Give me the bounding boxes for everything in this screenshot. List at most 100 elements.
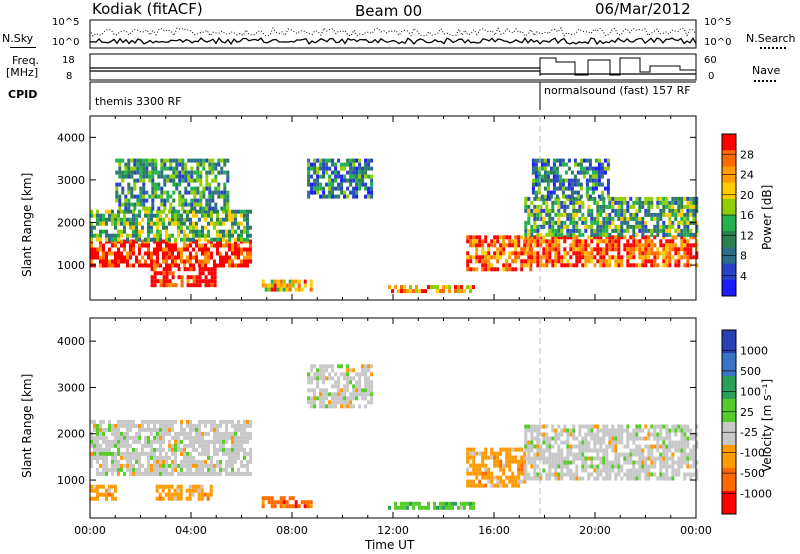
- heat-cell: [644, 220, 648, 225]
- heat-cell: [668, 204, 672, 209]
- heat-cell: [133, 178, 137, 183]
- heat-cell: [90, 247, 93, 252]
- heat-cell: [579, 186, 583, 191]
- heat-cell: [127, 198, 131, 203]
- heat-cell: [120, 209, 123, 214]
- heat-cell: [593, 476, 597, 481]
- heat-cell: [325, 182, 329, 187]
- heat-cell: [542, 247, 546, 252]
- heat-cell: [481, 459, 485, 464]
- heat-cell: [322, 380, 326, 385]
- heat-cell: [219, 221, 222, 226]
- heat-cell: [406, 501, 409, 506]
- heat-cell: [123, 243, 126, 248]
- heat-cell: [608, 200, 612, 205]
- heat-cell: [593, 444, 597, 449]
- colorbar-swatch: [722, 468, 736, 492]
- heat-cell: [644, 239, 648, 244]
- heat-cell: [133, 186, 137, 191]
- heat-cell: [590, 448, 594, 453]
- heat-cell: [178, 158, 182, 163]
- heat-cell: [641, 228, 645, 233]
- heat-cell: [653, 216, 657, 221]
- heat-cell: [493, 235, 497, 240]
- heat-cell: [551, 239, 555, 244]
- heat-cell: [680, 204, 684, 209]
- heat-cell: [177, 443, 180, 448]
- heat-cell: [207, 221, 210, 226]
- heat-cell: [234, 439, 237, 444]
- heat-cell: [635, 468, 639, 473]
- heat-cell: [542, 255, 546, 260]
- heat-cell: [641, 464, 645, 469]
- heat-cell: [93, 443, 96, 448]
- heat-cell: [659, 212, 663, 217]
- heat-cell: [487, 479, 491, 484]
- heat-cell: [536, 235, 540, 240]
- heat-cell: [514, 255, 518, 260]
- heat-cell: [162, 247, 165, 252]
- heat-cell: [537, 182, 541, 187]
- heat-cell: [142, 162, 146, 167]
- heat-cell: [599, 255, 603, 260]
- heat-cell: [548, 220, 552, 225]
- heat-cell: [120, 435, 123, 440]
- heat-cell: [216, 221, 219, 226]
- heat-cell: [172, 182, 176, 187]
- heat-cell: [569, 448, 573, 453]
- heat-cell: [367, 368, 371, 373]
- heat-cell: [216, 251, 219, 256]
- heat-cell: [337, 384, 341, 389]
- heat-cell: [198, 209, 201, 214]
- heat-cell: [614, 235, 618, 240]
- heat-cell: [686, 444, 690, 449]
- heat-cell: [505, 459, 509, 464]
- heat-cell: [226, 194, 230, 199]
- heat-cell: [537, 166, 541, 171]
- heat-cell: [575, 259, 579, 264]
- heat-cell: [490, 451, 494, 456]
- heat-cell: [183, 459, 186, 464]
- heat-cell: [189, 259, 192, 264]
- heat-cell: [481, 239, 485, 244]
- heat-cell: [668, 200, 672, 205]
- heat-cell: [614, 432, 618, 437]
- heat-cell: [596, 472, 600, 477]
- heat-cell: [96, 471, 99, 476]
- heat-cell: [307, 396, 311, 401]
- heat-cell: [180, 439, 183, 444]
- heat-cell: [575, 235, 579, 240]
- heat-cell: [548, 216, 552, 221]
- heat-cell: [496, 479, 500, 484]
- heat-cell: [108, 484, 111, 489]
- freq-unit: [MHz]: [6, 66, 39, 79]
- heat-cell: [668, 228, 672, 233]
- heat-cell: [90, 439, 93, 444]
- heat-cell: [214, 162, 218, 167]
- heat-cell: [689, 251, 693, 256]
- heat-cell: [680, 212, 684, 217]
- heat-cell: [207, 267, 211, 272]
- heat-cell: [644, 251, 648, 256]
- heat-cell: [117, 463, 120, 468]
- heat-cell: [442, 501, 445, 506]
- heat-cell: [614, 472, 618, 477]
- heat-cell: [692, 243, 696, 248]
- heat-cell: [632, 239, 636, 244]
- heat-cell: [557, 251, 561, 256]
- heat-cell: [105, 451, 108, 456]
- heat-cell: [90, 221, 93, 226]
- heat-cell: [117, 423, 120, 428]
- heat-cell: [99, 447, 102, 452]
- heat-cell: [632, 440, 636, 445]
- heat-cell: [671, 424, 675, 429]
- heat-cell: [370, 190, 374, 195]
- heat-cell: [665, 247, 669, 252]
- heat-cell: [210, 271, 214, 276]
- heat-cell: [102, 213, 105, 218]
- heat-cell: [105, 229, 108, 234]
- heat-cell: [154, 162, 158, 167]
- heat-cell: [132, 225, 135, 230]
- heat-cell: [240, 447, 243, 452]
